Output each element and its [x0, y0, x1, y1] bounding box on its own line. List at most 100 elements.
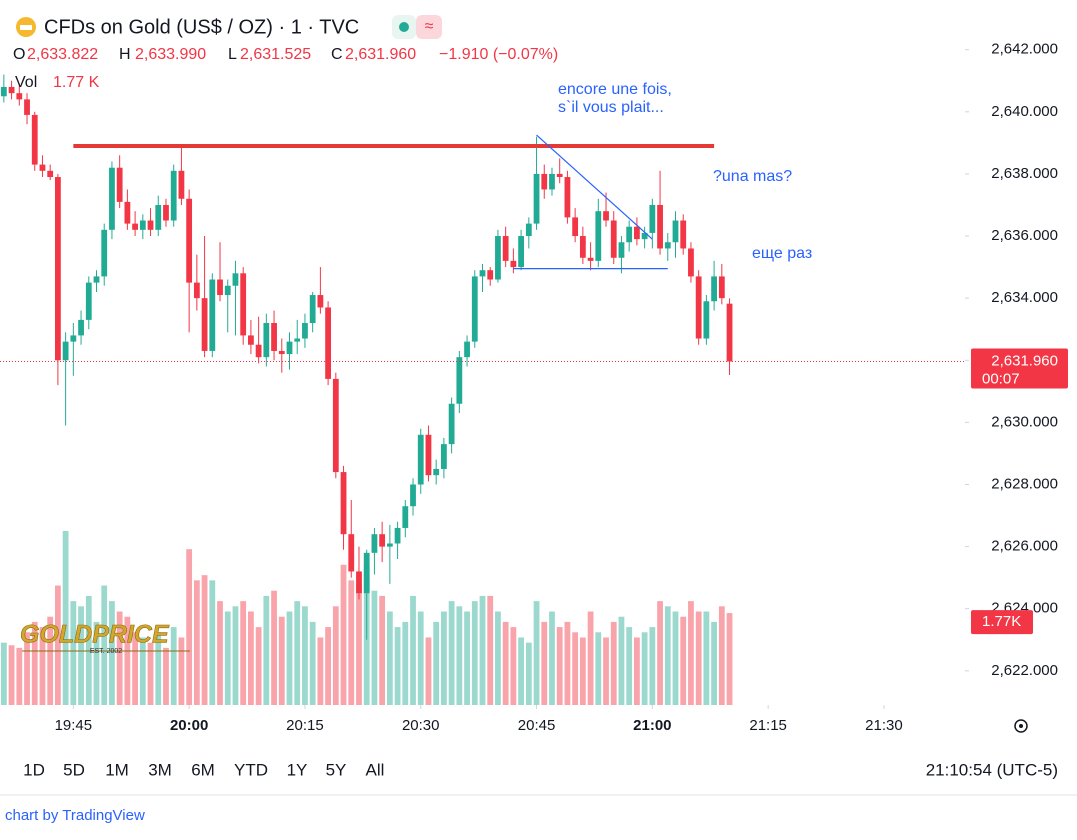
range-button[interactable]: 1D — [23, 760, 45, 779]
candle-body — [348, 534, 355, 572]
x-tick-label: 21:00 — [633, 717, 671, 734]
volume-bar — [340, 564, 347, 705]
range-button[interactable]: 5D — [63, 760, 85, 779]
volume-bar — [124, 616, 131, 705]
candle-body — [441, 444, 447, 469]
volume-bar — [332, 606, 339, 705]
y-tick-label: 2,642.000 — [991, 41, 1058, 58]
volume-bar — [572, 632, 579, 705]
candle-body — [703, 301, 710, 339]
x-tick-label: 21:15 — [749, 717, 787, 734]
candle-body — [31, 114, 38, 165]
volume-bar — [263, 595, 270, 705]
candle-body — [410, 484, 416, 507]
candle-body — [579, 236, 586, 258]
candle-body — [456, 357, 463, 404]
volume-bar — [255, 627, 262, 705]
candle-body — [101, 229, 108, 277]
vol-label: Vol — [15, 74, 37, 91]
candle-body — [417, 434, 424, 485]
candle-body — [657, 204, 663, 249]
settings-icon[interactable] — [1014, 719, 1028, 733]
candle-body — [595, 211, 602, 261]
candle-body — [116, 167, 123, 202]
o-value: 2,633.822 — [27, 46, 98, 63]
candle-body — [0, 86, 7, 97]
candle-body — [386, 543, 393, 547]
candle-body — [109, 167, 115, 230]
candle-body — [487, 270, 494, 280]
volume-bar — [286, 611, 293, 705]
volume-bar — [471, 601, 478, 705]
volume-bar — [302, 606, 308, 705]
candle-body — [294, 338, 301, 342]
range-button[interactable]: 6M — [191, 760, 215, 779]
countdown: 00:07 — [982, 370, 1020, 387]
candle-body — [232, 273, 239, 286]
credit[interactable]: chart by TradingView — [5, 807, 145, 824]
volume-bar — [309, 621, 316, 705]
candle-body — [649, 204, 656, 233]
range-button[interactable]: All — [366, 760, 385, 779]
last-price-badge — [971, 348, 1068, 389]
volume-bar — [464, 611, 470, 705]
candle-body — [695, 276, 702, 339]
candle-body — [379, 534, 386, 547]
x-tick-label: 21:30 — [865, 717, 903, 734]
volume-bar — [31, 621, 38, 705]
h-value: 2,633.990 — [135, 46, 206, 63]
volume-bar — [325, 627, 331, 705]
x-tick-label: 19:45 — [55, 717, 93, 734]
y-tick-label: 2,636.000 — [991, 227, 1058, 244]
volume-bar — [224, 611, 231, 705]
volume-bar — [278, 616, 285, 705]
watermark-est: EST. 2002 — [90, 648, 122, 655]
candle-body — [680, 220, 687, 249]
range-button[interactable]: 1Y — [287, 760, 308, 779]
candle-body — [78, 319, 84, 336]
volume-bar — [8, 645, 15, 705]
candle-body — [664, 242, 671, 249]
volume-bar — [410, 595, 416, 705]
range-button[interactable]: 5Y — [326, 760, 347, 779]
c-label: C — [331, 46, 343, 63]
candle-body — [163, 204, 169, 221]
candle-body — [518, 236, 524, 268]
last-price-label: 2,631.960 — [991, 352, 1058, 369]
volume-bar — [62, 531, 69, 705]
watermark-name: GOLDPRICE — [20, 621, 170, 649]
candle-body — [672, 220, 679, 243]
volume-bar — [386, 611, 393, 705]
volume-bar — [417, 611, 424, 705]
x-tick-label: 20:30 — [402, 717, 440, 734]
range-button[interactable]: 3M — [148, 760, 172, 779]
candle-body — [24, 99, 30, 115]
candle-body — [209, 279, 216, 351]
volume-bar — [248, 611, 254, 705]
volume-bar — [664, 606, 671, 705]
volume-bar — [703, 611, 710, 705]
candle-body — [541, 173, 548, 190]
range-button[interactable]: 1M — [105, 760, 129, 779]
candle-body — [587, 257, 594, 261]
volume-bar — [448, 601, 455, 705]
candle-body — [688, 248, 694, 277]
volume-bar — [70, 601, 77, 705]
volume-bar — [271, 590, 277, 705]
candle-body — [39, 164, 46, 171]
volume-bar — [0, 642, 7, 705]
volume-bar — [394, 627, 401, 705]
candle-body — [448, 403, 455, 445]
candle-body — [425, 434, 432, 476]
y-tick-label: 2,622.000 — [991, 662, 1058, 679]
candle-body — [356, 571, 362, 594]
candle-body — [70, 335, 77, 342]
candle-body — [618, 242, 625, 258]
volume-bar — [201, 575, 208, 705]
candle-body — [263, 322, 270, 358]
delay-pill[interactable] — [416, 15, 442, 39]
candle-body — [340, 472, 347, 535]
range-button[interactable]: YTD — [234, 760, 268, 779]
candle-body — [170, 170, 177, 221]
volume-bar — [533, 601, 540, 705]
